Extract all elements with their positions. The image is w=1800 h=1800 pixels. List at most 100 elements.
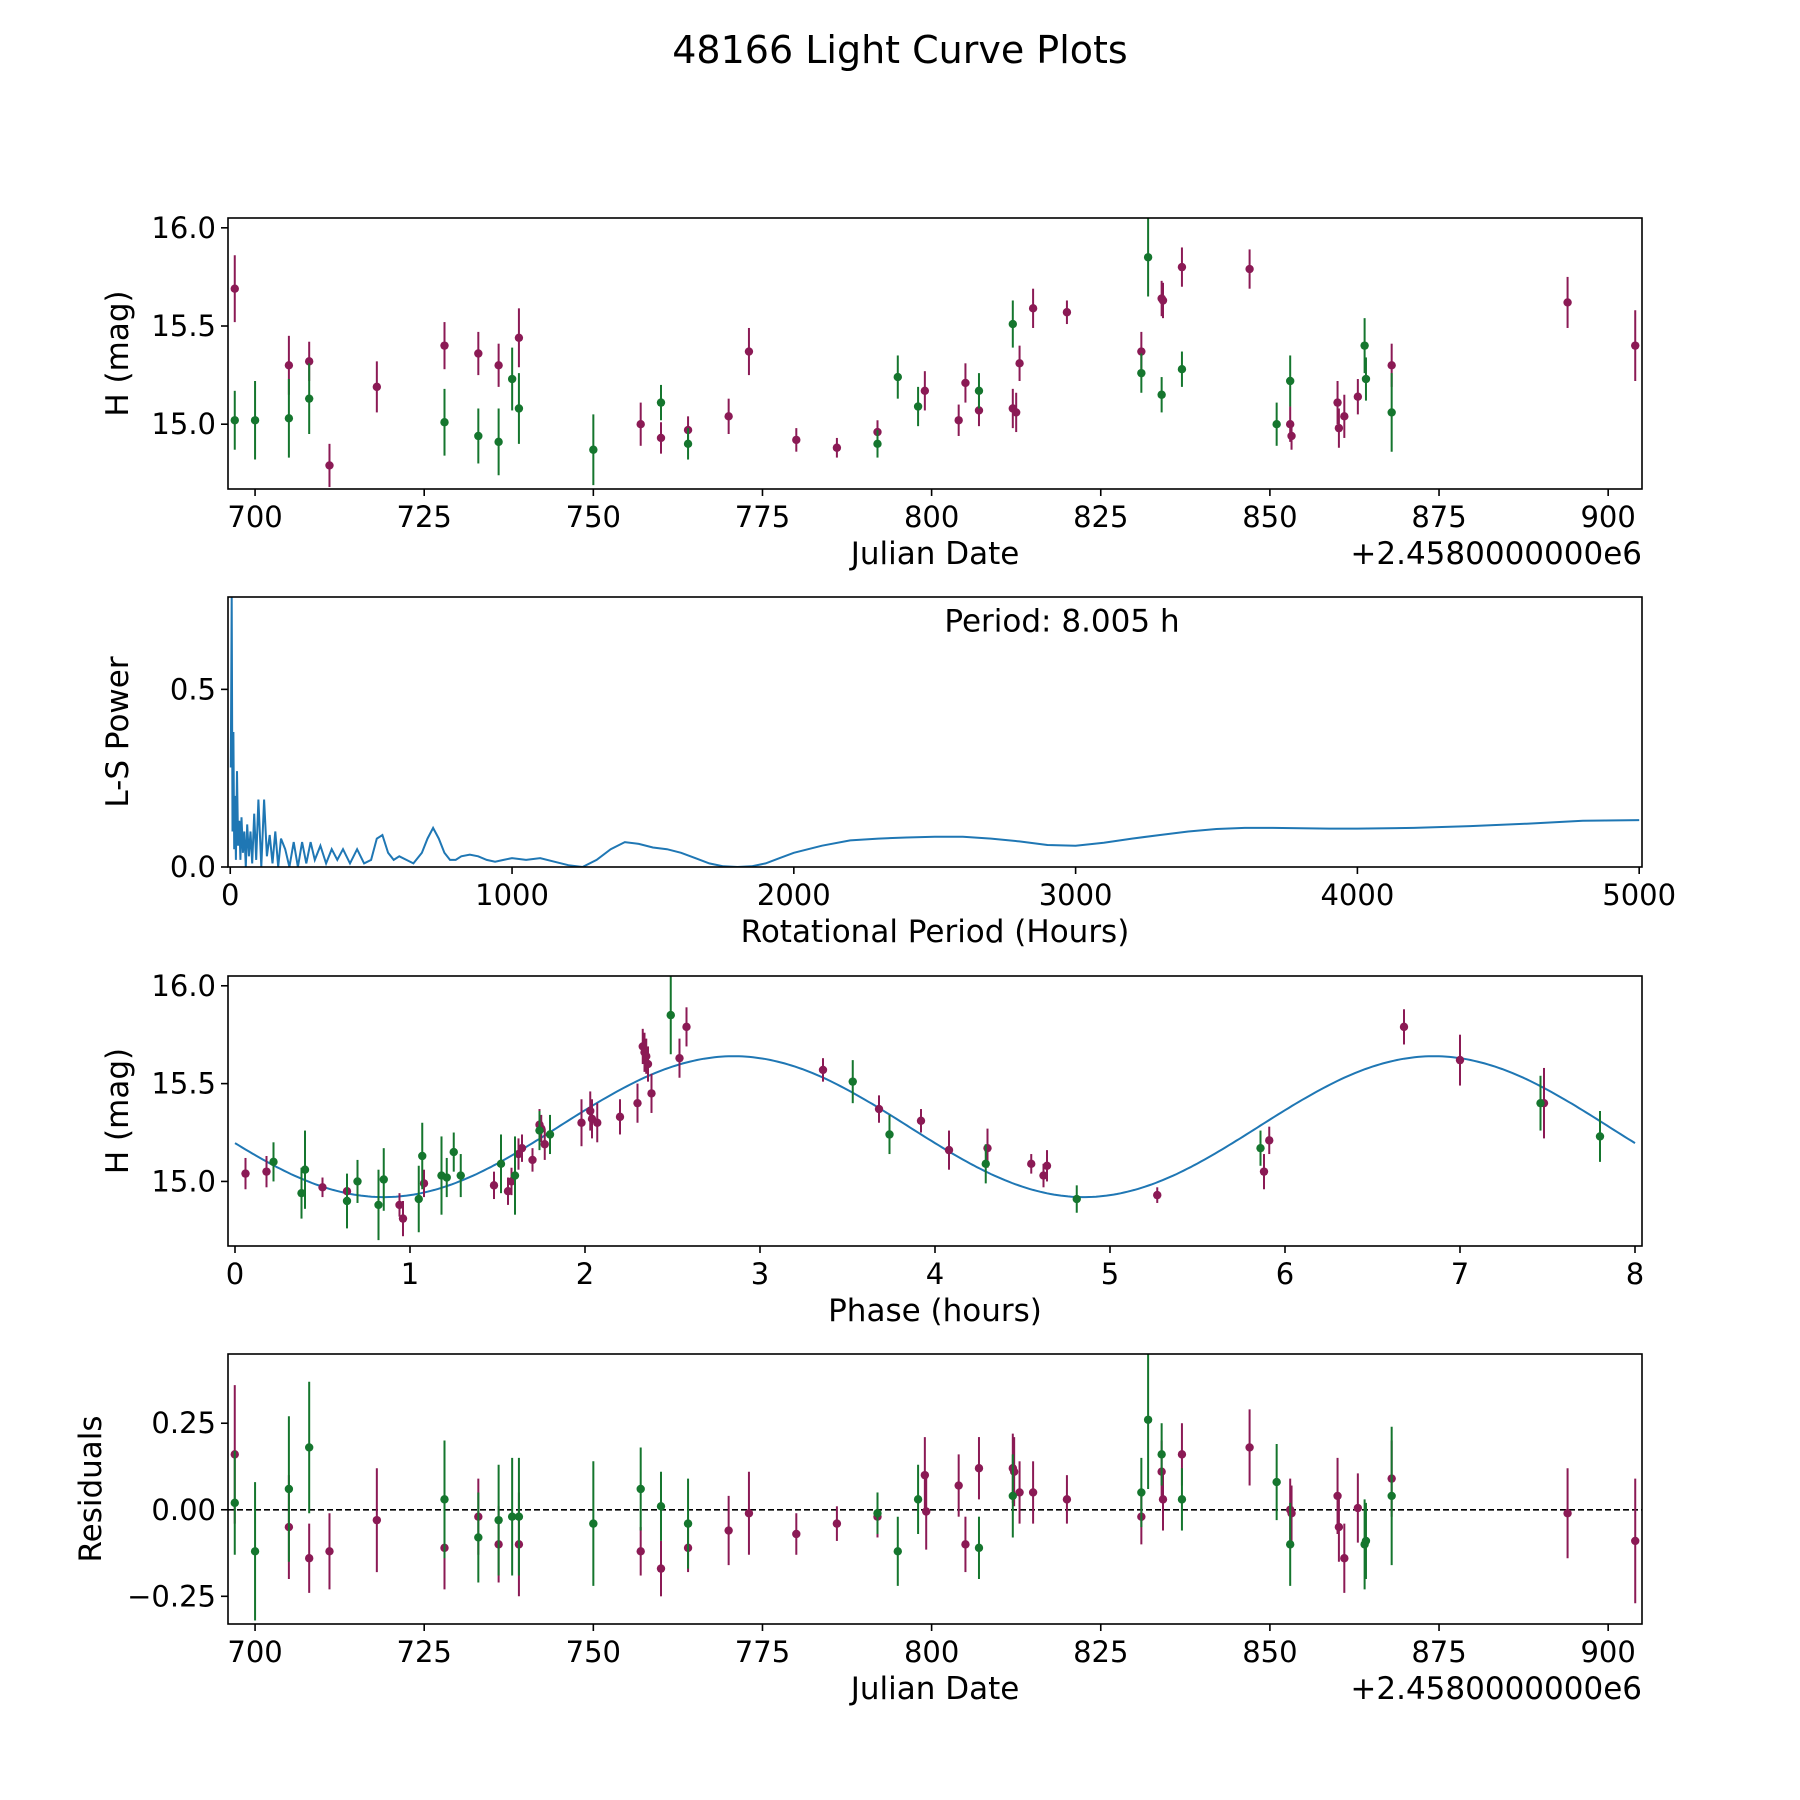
x-tick-label: 725 (397, 1635, 452, 1669)
lightcurve-point (1360, 341, 1369, 350)
residuals-point (514, 1512, 524, 1521)
residuals-point (304, 1554, 314, 1563)
residuals-point (507, 1512, 517, 1521)
phased-point (981, 1159, 990, 1169)
periodogram-line (229, 597, 1640, 867)
lightcurve-point (744, 347, 754, 356)
x-tick-label: 3 (751, 1257, 769, 1291)
x-tick-label: 1000 (475, 878, 549, 912)
phased-point (1455, 1055, 1465, 1065)
lightcurve-point (1340, 412, 1349, 421)
residuals-point (372, 1515, 382, 1525)
phased-panel (221, 975, 1643, 1253)
phased-point (489, 1181, 499, 1190)
residuals-point (1333, 1491, 1342, 1501)
residuals-point (792, 1529, 801, 1539)
x-tick-label: 900 (1580, 1635, 1635, 1669)
x-tick-label: 725 (397, 500, 452, 534)
residuals-point (873, 1509, 882, 1518)
lightcurve-point (1631, 341, 1640, 350)
lightcurve-point (1287, 431, 1296, 441)
lightcurve-point (514, 333, 524, 342)
lightcurve-point (893, 372, 902, 382)
lightcurve-plot-area (230, 218, 1640, 488)
phased-point (1039, 1171, 1048, 1180)
periodogram-x-axis-label: Rotational Period (Hours) (741, 914, 1130, 950)
phased-point (269, 1157, 278, 1167)
lightcurve-point (1285, 376, 1295, 386)
lightcurve-point (1285, 419, 1295, 429)
residuals-point (1272, 1477, 1281, 1487)
x-tick-label: 3000 (1039, 878, 1113, 912)
lightcurve-point (1353, 392, 1363, 401)
lightcurve-y-axis-label: H (mag) (100, 290, 136, 416)
phased-point (1153, 1190, 1162, 1200)
phased-point (647, 1089, 656, 1098)
lightcurve-point (474, 431, 483, 441)
residuals-point (440, 1495, 449, 1504)
phased-point (1595, 1132, 1605, 1141)
lightcurve-point (494, 437, 503, 447)
phased-frame (227, 975, 1643, 1247)
lightcurve-point (974, 386, 984, 396)
residuals-point (724, 1526, 733, 1535)
phased-point (916, 1116, 926, 1125)
phased-point (374, 1200, 383, 1210)
periodogram-y-axis-label: L-S Power (100, 656, 136, 807)
lightcurve-point (1361, 374, 1371, 384)
phased-point (1259, 1167, 1269, 1176)
x-tick-label: 2 (576, 1257, 594, 1291)
lightcurve-point (920, 386, 930, 396)
x-tick-label: 700 (227, 1635, 282, 1669)
residuals-point (250, 1547, 260, 1556)
phased-point (1399, 1022, 1409, 1032)
residuals-plot-area (228, 1354, 1642, 1621)
residuals-point (304, 1443, 314, 1452)
residuals-point (832, 1519, 842, 1528)
phased-point (633, 1098, 642, 1108)
lightcurve-point (683, 439, 693, 449)
phased-point (586, 1106, 595, 1116)
residuals-point (230, 1498, 239, 1508)
residuals-point (494, 1515, 503, 1525)
phased-point (503, 1187, 513, 1196)
lightcurve-point (304, 394, 314, 403)
phased-point (262, 1167, 271, 1176)
y-tick-label: 15.0 (151, 407, 216, 441)
phased-point (577, 1118, 586, 1127)
lightcurve-point (832, 443, 842, 452)
lightcurve-point (792, 435, 801, 445)
phased-x-axis-label: Phase (hours) (828, 1293, 1042, 1329)
phased-point (666, 1010, 675, 1020)
residuals-point (1340, 1554, 1349, 1563)
lightcurve-point (724, 412, 733, 421)
phased-plot-area (234, 976, 1636, 1241)
residuals-point (1143, 1415, 1153, 1424)
phased-point (456, 1171, 465, 1180)
phased-point (442, 1173, 451, 1182)
phased-point (818, 1065, 828, 1075)
x-tick-label: 6 (1276, 1257, 1294, 1291)
x-tick-label: 4 (926, 1257, 944, 1291)
phased-point (318, 1183, 327, 1192)
residuals-point (744, 1509, 754, 1518)
residuals-point (1334, 1522, 1344, 1532)
residuals-point (1177, 1495, 1187, 1504)
phased-point (510, 1171, 520, 1180)
y-tick-label: 15.5 (151, 1067, 216, 1101)
residuals-point (1008, 1491, 1018, 1501)
lightcurve-point (974, 406, 984, 415)
y-tick-label: 0.00 (151, 1493, 216, 1527)
residuals-point (1009, 1467, 1019, 1476)
residuals-point (1285, 1540, 1295, 1549)
residuals-panel (221, 1353, 1643, 1631)
x-tick-label: 0 (226, 1257, 244, 1291)
lightcurve-point (514, 404, 524, 413)
lightcurve-point (1272, 419, 1281, 429)
residuals-point (1158, 1495, 1168, 1504)
phased-point (395, 1200, 404, 1210)
lightcurve-point (284, 414, 294, 423)
x-tick-label: 700 (227, 500, 282, 534)
residuals-point (1563, 1509, 1572, 1518)
